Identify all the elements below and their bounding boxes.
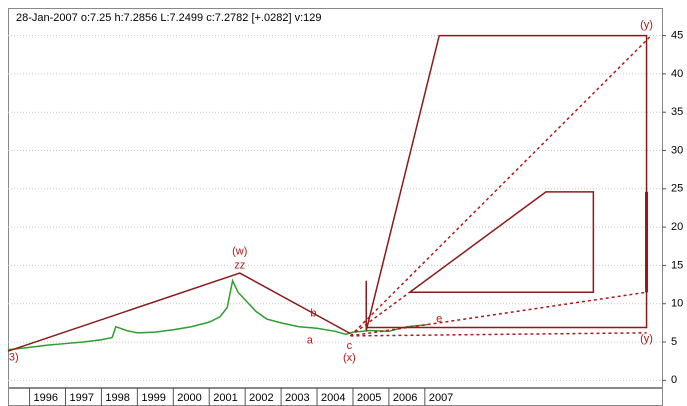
x-tick-label: 1998 bbox=[105, 392, 129, 404]
x-tick-label: 2003 bbox=[285, 392, 309, 404]
chart-title: 28-Jan-2007 o:7.25 h:7.2856 L:7.2499 c:7… bbox=[16, 12, 322, 24]
projection-line bbox=[349, 35, 652, 337]
wave-label: c bbox=[347, 340, 353, 352]
y-tick-label: 15 bbox=[671, 259, 683, 271]
y-tick-label: 30 bbox=[671, 144, 683, 156]
x-tick-label: 2005 bbox=[357, 392, 381, 404]
y-tick-label: 0 bbox=[671, 374, 677, 386]
x-tick-label: 2001 bbox=[213, 392, 237, 404]
wave-line bbox=[365, 34, 648, 331]
projection-line bbox=[350, 291, 411, 337]
x-tick-label: 2006 bbox=[393, 392, 417, 404]
x-tick-label: 1996 bbox=[34, 392, 58, 404]
wave-line bbox=[409, 191, 595, 293]
wave-label: b bbox=[310, 308, 316, 320]
y-tick-label: 10 bbox=[671, 298, 683, 310]
wave-label: (x) bbox=[343, 352, 356, 364]
y-tick-label: 20 bbox=[671, 221, 683, 233]
y-tick-label: 5 bbox=[671, 336, 677, 348]
wave-label: (y) bbox=[640, 333, 653, 345]
wave-label: (w) bbox=[232, 246, 247, 258]
x-tick-label: 2007 bbox=[429, 392, 453, 404]
y-tick-label: 40 bbox=[671, 68, 683, 80]
projection-line bbox=[350, 291, 647, 337]
plot-area bbox=[8, 8, 663, 388]
wave-line bbox=[7, 272, 351, 352]
x-tick-label: 1999 bbox=[141, 392, 165, 404]
y-tick-label: 45 bbox=[671, 29, 683, 41]
wave-label: e bbox=[436, 313, 442, 325]
wave-label: (y) bbox=[640, 19, 653, 31]
projection-line bbox=[350, 332, 647, 337]
wave-label: a bbox=[307, 334, 314, 346]
wave-label: zz bbox=[234, 259, 245, 271]
x-tick-label: 2004 bbox=[321, 392, 345, 404]
price-line bbox=[7, 278, 428, 351]
x-tick-label: 2000 bbox=[177, 392, 201, 404]
x-tick-label: 2002 bbox=[249, 392, 273, 404]
y-tick-label: 25 bbox=[671, 183, 683, 195]
x-tick-label: 1997 bbox=[69, 392, 93, 404]
wave-label: 3) bbox=[9, 351, 19, 363]
y-tick-label: 35 bbox=[671, 106, 683, 118]
